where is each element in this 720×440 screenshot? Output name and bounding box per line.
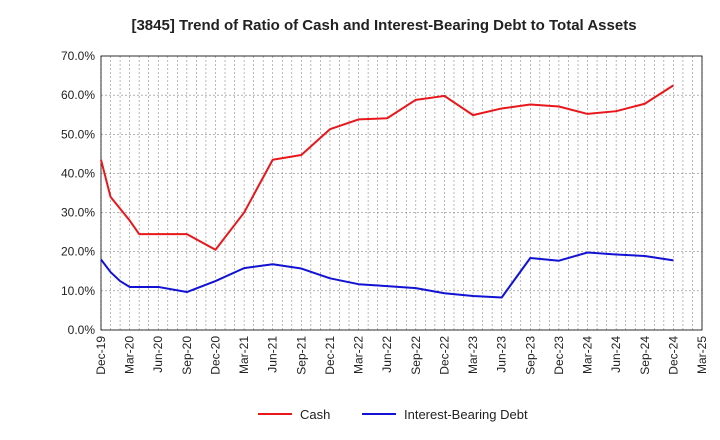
x-tick-label: Sep-24 [638, 336, 652, 375]
x-tick-label: Jun-23 [495, 336, 509, 373]
x-tick-label: Sep-23 [523, 336, 537, 375]
series-line-0 [100, 84, 674, 251]
legend: Cash Interest-Bearing Debt [258, 407, 528, 422]
y-tick-label: 30.0% [61, 206, 95, 220]
legend-label-0: Cash [300, 407, 330, 422]
x-tick-label: Dec-19 [94, 336, 108, 375]
y-tick-label: 40.0% [61, 166, 95, 180]
x-tick-label: Mar-22 [352, 336, 366, 374]
plot-area [100, 55, 703, 331]
x-axis-ticks: Dec-19 Mar-20 Jun-20 Sep-20 Dec-20 Mar-21 Jun-… [94, 336, 709, 375]
y-axis-ticks: 0.0% 10.0% 20.0% 30.0% 40.0% 50.0% 60.0% 70.0% [61, 49, 95, 337]
grid [100, 55, 703, 331]
x-tick-label: Mar-24 [581, 336, 595, 374]
series-lines [100, 84, 674, 299]
y-tick-label: 50.0% [61, 127, 95, 141]
y-tick-label: 60.0% [61, 88, 95, 102]
chart-title: [3845] Trend of Ratio of Cash and Intere… [131, 17, 636, 34]
x-tick-label: Jun-20 [151, 336, 165, 373]
legend-label-1: Interest-Bearing Debt [404, 407, 528, 422]
x-tick-label: Jun-22 [380, 336, 394, 373]
x-tick-label: Jun-24 [609, 336, 623, 373]
x-tick-label: Mar-23 [466, 336, 480, 374]
x-tick-label: Dec-20 [208, 336, 222, 375]
series-line-1 [100, 251, 674, 299]
x-tick-label: Sep-22 [409, 336, 423, 375]
x-tick-label: Mar-25 [695, 336, 709, 374]
x-tick-label: Dec-24 [666, 336, 680, 375]
x-tick-label: Sep-20 [180, 336, 194, 375]
x-tick-label: Sep-21 [294, 336, 308, 375]
y-tick-label: 70.0% [61, 49, 95, 63]
y-tick-label: 20.0% [61, 245, 95, 259]
x-tick-label: Dec-23 [552, 336, 566, 375]
x-tick-label: Mar-21 [237, 336, 251, 374]
x-tick-label: Dec-22 [437, 336, 451, 375]
x-tick-label: Jun-21 [266, 336, 280, 373]
y-tick-label: 0.0% [68, 323, 96, 337]
x-tick-label: Mar-20 [123, 336, 137, 374]
y-tick-label: 10.0% [61, 284, 95, 298]
x-tick-label: Dec-21 [323, 336, 337, 375]
